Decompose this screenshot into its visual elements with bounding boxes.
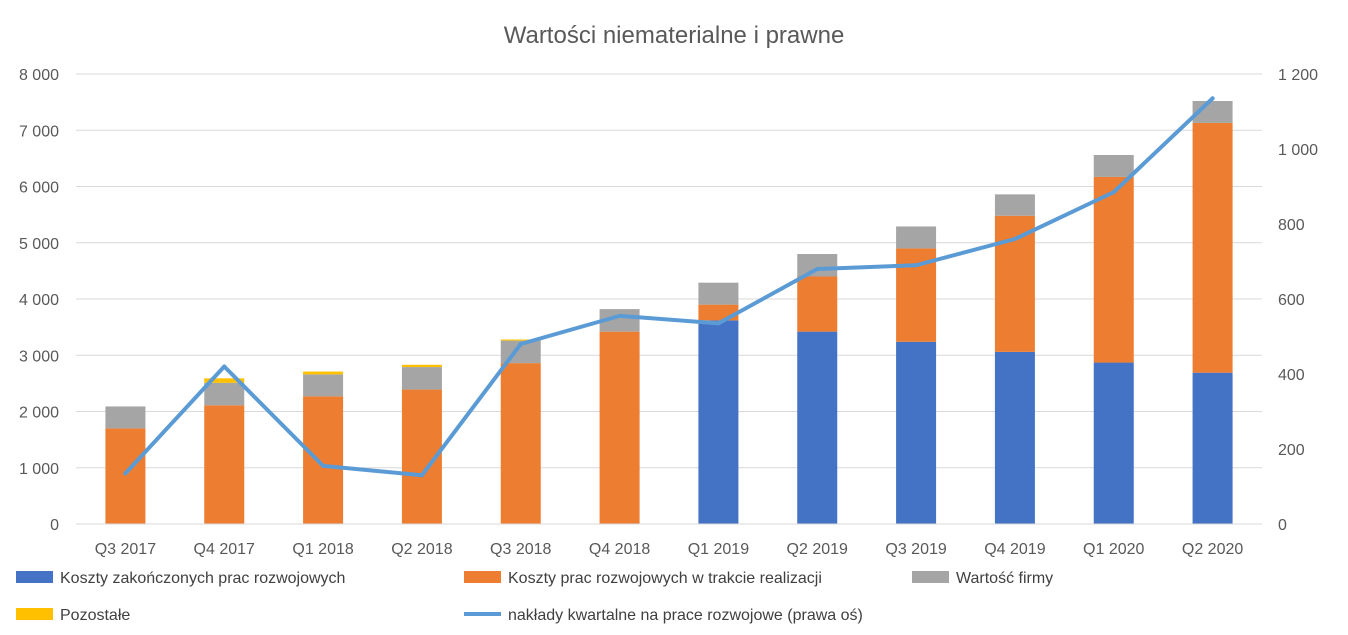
line-point xyxy=(518,342,523,346)
line-point xyxy=(123,471,128,476)
category-tick-label: Q1 2020 xyxy=(1083,541,1144,558)
bar-wartosc-firmy xyxy=(401,367,442,390)
legend-label: Koszty prac rozwojowych w trakcie realiz… xyxy=(508,570,822,587)
bar-koszty-prac-rozwojowych-w-trakcie-realizacji xyxy=(994,215,1035,352)
category-tick-label: Q2 2019 xyxy=(787,541,848,558)
legend-swatch xyxy=(912,571,949,583)
category-tick-label: Q1 2019 xyxy=(688,541,749,558)
category-tick-label: Q3 2018 xyxy=(490,541,551,558)
category-axis: Q3 2017 Q4 2017 Q1 2018 Q2 2018 Q3 2018 Q4 20… xyxy=(76,523,1262,558)
line-point xyxy=(419,473,424,478)
legend-item-naklady-kwartalne-na-prace-rozwojowe-prawa-os: nakłady kwartalne na prace rozwojowe (pr… xyxy=(464,607,863,624)
left-axis-tick-label: 0 xyxy=(50,517,59,534)
legend-label: nakłady kwartalne na prace rozwojowe (pr… xyxy=(508,607,863,624)
legend-swatch xyxy=(16,608,53,620)
bar-wartosc-firmy xyxy=(204,382,245,406)
bar-koszty-zakonczonych-prac-rozwojowych xyxy=(896,341,937,524)
legend-label: Koszty zakończonych prac rozwojowych xyxy=(60,570,345,587)
line-point xyxy=(222,364,227,369)
line-point xyxy=(617,313,622,318)
category-tick-label: Q1 2018 xyxy=(292,541,353,558)
gridlines xyxy=(76,73,1262,525)
legend: Koszty zakończonych prac rozwojowych Kosz… xyxy=(16,570,1053,624)
line-point xyxy=(1012,237,1017,241)
bar-koszty-zakonczonych-prac-rozwojowych xyxy=(994,351,1035,524)
bar-koszty-prac-rozwojowych-w-trakcie-realizacji xyxy=(500,363,541,524)
right-axis: 0 200 400 600 800 1 000 1 200 xyxy=(1278,67,1318,534)
bar-wartosc-firmy xyxy=(797,254,838,277)
line-point xyxy=(1210,96,1215,101)
left-axis-tick-label: 8 000 xyxy=(19,67,59,84)
right-axis-tick-label: 0 xyxy=(1278,517,1287,534)
left-axis: 0 1 000 2 000 3 000 4 000 5 000 6 000 7 000 8 00… xyxy=(19,67,59,534)
legend-label: Wartość firmy xyxy=(956,570,1053,587)
bar-koszty-prac-rozwojowych-w-trakcie-realizacji xyxy=(797,276,838,332)
bar-pozostale xyxy=(204,378,245,383)
line-point xyxy=(716,321,721,326)
line-point xyxy=(815,267,820,271)
bar-koszty-zakonczonych-prac-rozwojowych xyxy=(1093,362,1134,524)
legend-item-koszty-zakonczonych-prac-rozwojowych: Koszty zakończonych prac rozwojowych xyxy=(16,570,345,587)
right-axis-tick-label: 1 200 xyxy=(1278,67,1318,84)
line-point xyxy=(1111,190,1116,195)
category-tick-label: Q2 2020 xyxy=(1182,541,1243,558)
bar-koszty-prac-rozwojowych-w-trakcie-realizacji xyxy=(1192,122,1233,373)
left-axis-tick-label: 7 000 xyxy=(19,123,59,140)
bars-group xyxy=(105,101,1233,524)
category-tick-label: Q4 2017 xyxy=(194,541,255,558)
right-axis-tick-label: 800 xyxy=(1278,217,1305,234)
bar-koszty-prac-rozwojowych-w-trakcie-realizacji xyxy=(105,428,146,524)
legend-swatch xyxy=(16,571,53,583)
bar-pozostale xyxy=(303,371,344,375)
legend-item-koszty-prac-rozwojowych-w-trakcie-realizacji: Koszty prac rozwojowych w trakcie realiz… xyxy=(464,570,822,587)
bar-wartosc-firmy xyxy=(105,406,146,429)
left-axis-tick-label: 2 000 xyxy=(19,405,59,422)
left-axis-tick-label: 5 000 xyxy=(19,236,59,253)
bar-wartosc-firmy xyxy=(698,282,739,305)
legend-label: Pozostałe xyxy=(60,607,130,624)
right-axis-tick-label: 600 xyxy=(1278,292,1305,309)
bar-koszty-prac-rozwojowych-w-trakcie-realizacji xyxy=(599,331,640,524)
bar-wartosc-firmy xyxy=(994,194,1035,216)
category-tick-label: Q3 2019 xyxy=(885,541,946,558)
bar-koszty-prac-rozwojowych-w-trakcie-realizacji xyxy=(1093,176,1134,363)
left-axis-tick-label: 4 000 xyxy=(19,292,59,309)
bar-pozostale xyxy=(500,339,541,341)
legend-swatch xyxy=(464,571,501,583)
bar-koszty-zakonczonych-prac-rozwojowych xyxy=(797,331,838,524)
chart-title: Wartości niematerialne i prawne xyxy=(504,22,845,49)
right-axis-tick-label: 200 xyxy=(1278,442,1305,459)
bar-wartosc-firmy xyxy=(1093,155,1134,177)
bar-pozostale xyxy=(401,364,442,368)
category-tick-label: Q2 2018 xyxy=(391,541,452,558)
left-axis-tick-label: 1 000 xyxy=(19,461,59,478)
bar-koszty-zakonczonych-prac-rozwojowych xyxy=(698,320,739,524)
bar-wartosc-firmy xyxy=(303,374,344,397)
legend-item-wartosc-firmy: Wartość firmy xyxy=(912,570,1053,587)
category-tick-label: Q3 2017 xyxy=(95,541,156,558)
line-series-group xyxy=(123,96,1215,478)
line-naklady-kwartalne-na-prace-rozwojowe-prawa-os xyxy=(123,96,1215,478)
bar-koszty-prac-rozwojowych-w-trakcie-realizacji xyxy=(204,405,245,524)
line-point xyxy=(914,263,919,268)
bar-koszty-zakonczonych-prac-rozwojowych xyxy=(1192,372,1233,524)
left-axis-tick-label: 6 000 xyxy=(19,180,59,197)
right-axis-tick-label: 400 xyxy=(1278,367,1305,384)
legend-item-pozostale: Pozostałe xyxy=(16,607,130,624)
bar-wartosc-firmy xyxy=(896,226,937,249)
category-tick-label: Q4 2018 xyxy=(589,541,650,558)
bar-koszty-prac-rozwojowych-w-trakcie-realizacji xyxy=(698,304,739,321)
category-tick-label: Q4 2019 xyxy=(984,541,1045,558)
bar-koszty-prac-rozwojowych-w-trakcie-realizacji xyxy=(303,396,344,524)
line-point xyxy=(321,463,326,468)
right-axis-tick-label: 1 000 xyxy=(1278,142,1318,159)
left-axis-tick-label: 3 000 xyxy=(19,348,59,365)
